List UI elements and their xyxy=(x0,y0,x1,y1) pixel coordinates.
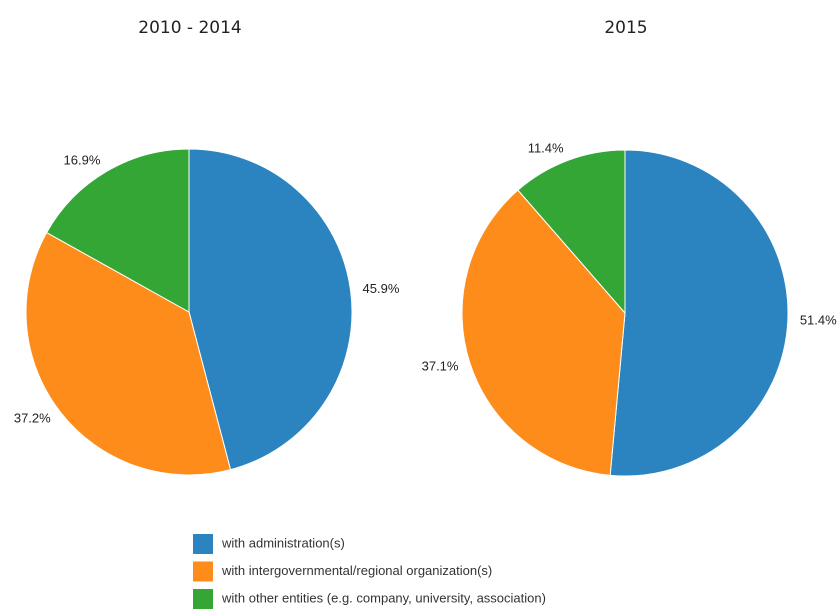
data-label: 16.9% xyxy=(64,153,101,168)
pie-slice xyxy=(45,148,190,313)
legend-label: with intergovernmental/regional organiza… xyxy=(221,563,492,578)
data-label: 37.2% xyxy=(14,411,51,426)
legend-swatch xyxy=(193,561,213,582)
pie-slice xyxy=(517,149,626,315)
chart-title: 2010 - 2014 xyxy=(138,18,241,38)
pie-slice xyxy=(188,148,353,471)
pie-slice xyxy=(461,189,626,476)
data-label: 45.9% xyxy=(363,281,400,296)
legend-label: with other entities (e.g. company, unive… xyxy=(221,590,546,605)
legend-label: with administration(s) xyxy=(221,535,345,550)
data-label: 37.1% xyxy=(422,358,459,373)
data-label: 51.4% xyxy=(800,312,837,327)
legend-swatch xyxy=(193,534,213,554)
legend-swatch xyxy=(193,589,213,609)
pie-slice xyxy=(609,149,789,477)
data-label: 11.4% xyxy=(528,141,564,156)
chart-title: 2015 xyxy=(604,18,647,38)
pie-slice xyxy=(25,231,232,476)
